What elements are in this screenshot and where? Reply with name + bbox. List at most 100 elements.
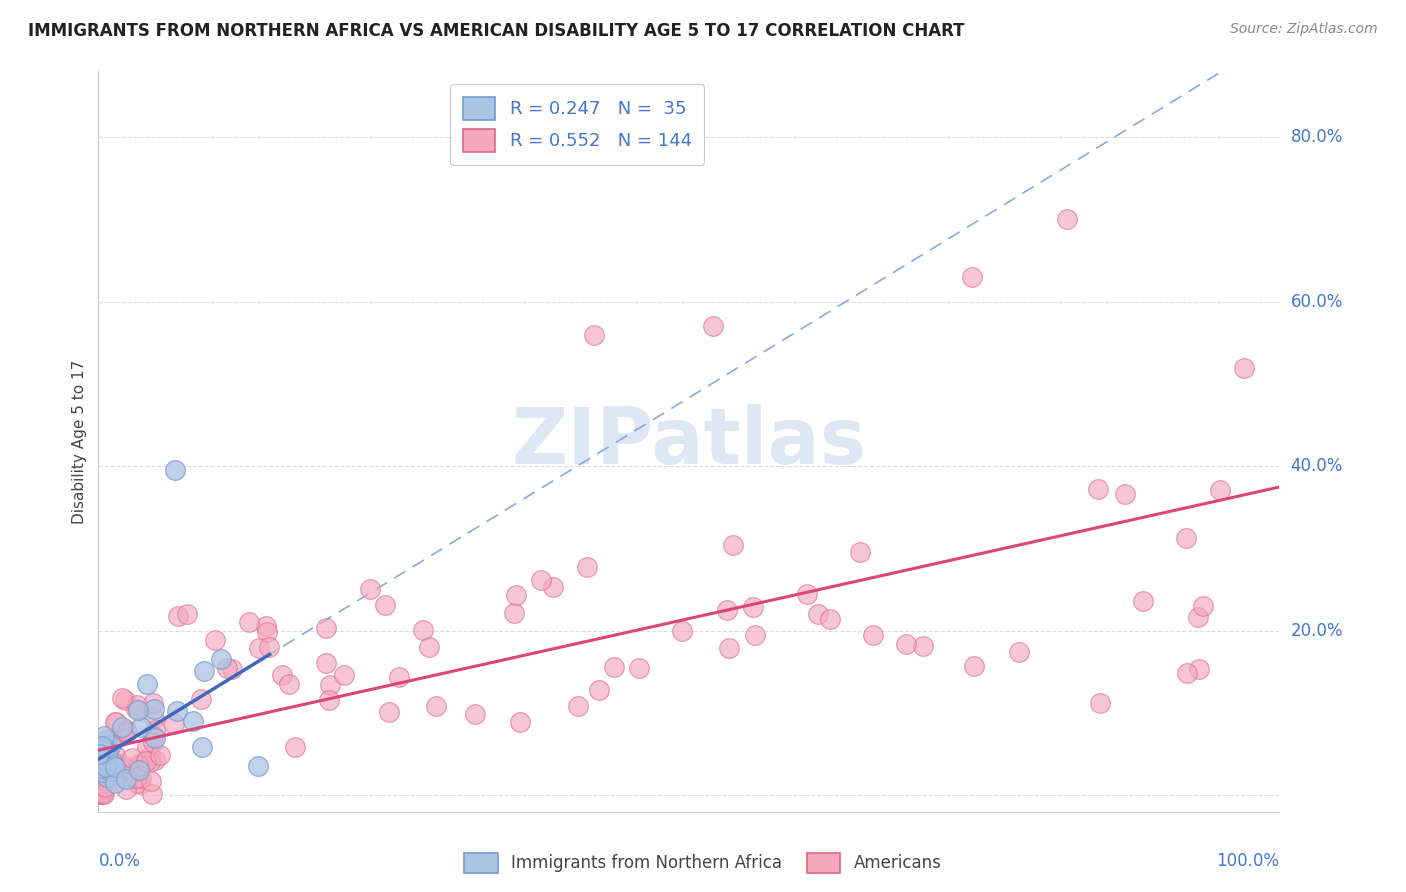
Point [221, 662, 243, 676]
Point [91, 768, 114, 782]
Point [425, 699, 447, 714]
Point [127, 776, 149, 790]
Point [87, 773, 110, 788]
Point [96, 745, 118, 759]
Point [541, 580, 564, 594]
Point [166, 704, 188, 718]
Point [1187, 610, 1209, 624]
Point [1056, 212, 1078, 227]
Point [91, 758, 114, 772]
Point [1114, 486, 1136, 500]
Point [627, 660, 650, 674]
Point [509, 714, 531, 729]
Point [89, 768, 111, 782]
Point [101, 764, 124, 779]
Point [359, 582, 381, 596]
Point [141, 787, 163, 801]
Text: IMMIGRANTS FROM NORTHERN AFRICA VS AMERICAN DISABILITY AGE 5 TO 17 CORRELATION C: IMMIGRANTS FROM NORTHERN AFRICA VS AMERI… [28, 22, 965, 40]
Point [1233, 360, 1256, 375]
Text: ZIPatlas: ZIPatlas [512, 403, 866, 480]
Point [104, 767, 127, 781]
Legend: R = 0.247   N =  35, R = 0.552   N = 144: R = 0.247 N = 35, R = 0.552 N = 144 [450, 84, 704, 165]
Point [104, 714, 127, 729]
Point [603, 660, 626, 674]
Point [254, 619, 277, 633]
Point [1209, 483, 1232, 497]
Point [108, 726, 131, 740]
Point [114, 692, 136, 706]
Point [93, 744, 115, 758]
Point [412, 624, 434, 638]
Point [716, 602, 738, 616]
Point [583, 327, 606, 342]
Point [503, 606, 526, 620]
Point [104, 748, 127, 763]
Point [1175, 666, 1198, 681]
Point [588, 683, 610, 698]
Point [110, 756, 132, 771]
Point [93, 765, 115, 780]
Point [117, 763, 139, 777]
Point [143, 723, 166, 738]
Point [744, 628, 766, 642]
Point [89, 787, 111, 801]
Text: 20.0%: 20.0% [1291, 622, 1343, 640]
Point [104, 714, 127, 729]
Point [91, 765, 114, 780]
Point [104, 760, 127, 774]
Point [91, 759, 114, 773]
Point [142, 734, 165, 748]
Point [1192, 599, 1215, 613]
Point [849, 545, 872, 559]
Point [89, 744, 111, 758]
Point [91, 752, 114, 766]
Text: 80.0%: 80.0% [1291, 128, 1343, 146]
Point [103, 776, 125, 790]
Point [90, 763, 112, 777]
Point [136, 677, 159, 691]
Point [209, 651, 232, 665]
Point [128, 759, 150, 773]
Point [278, 677, 301, 691]
Point [671, 624, 693, 638]
Point [530, 573, 553, 587]
Point [127, 769, 149, 783]
Point [93, 765, 115, 780]
Point [93, 780, 115, 794]
Point [256, 624, 278, 639]
Point [129, 720, 152, 734]
Point [93, 787, 115, 801]
Point [963, 658, 986, 673]
Point [114, 772, 136, 786]
Point [1008, 645, 1031, 659]
Point [91, 739, 114, 754]
Point [87, 748, 110, 763]
Point [246, 759, 269, 773]
Point [90, 740, 112, 755]
Point [91, 784, 114, 798]
Point [145, 731, 167, 745]
Point [89, 764, 111, 779]
Point [128, 763, 150, 777]
Point [87, 767, 110, 781]
Point [96, 733, 118, 747]
Point [141, 773, 163, 788]
Point [90, 787, 112, 801]
Point [193, 665, 215, 679]
Point [165, 463, 187, 477]
Point [91, 758, 114, 772]
Point [90, 777, 112, 791]
Point [114, 723, 136, 738]
Point [100, 755, 122, 769]
Legend: Immigrants from Northern Africa, Americans: Immigrants from Northern Africa, America… [458, 847, 948, 880]
Point [115, 725, 138, 739]
Point [89, 780, 111, 794]
Point [1087, 482, 1109, 496]
Point [318, 678, 340, 692]
Point [115, 781, 138, 796]
Point [89, 766, 111, 780]
Point [143, 710, 166, 724]
Point [567, 698, 589, 713]
Point [247, 640, 270, 655]
Point [128, 757, 150, 772]
